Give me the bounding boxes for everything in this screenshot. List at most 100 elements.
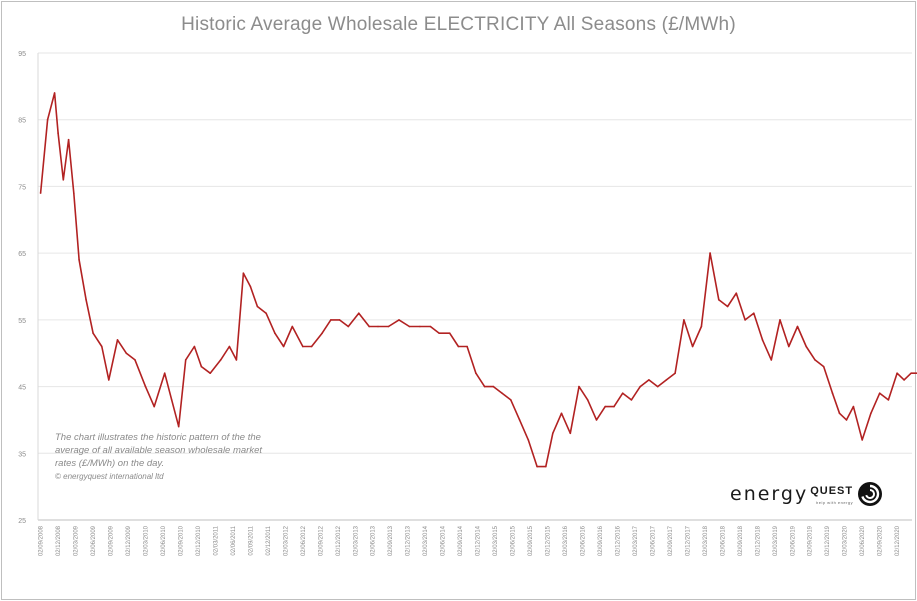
x-tick-label: 02/12/2020 bbox=[895, 525, 901, 556]
series-point bbox=[73, 192, 75, 194]
x-tick-label: 02/06/2009 bbox=[91, 525, 97, 556]
x-tick-label: 02/09/2014 bbox=[458, 525, 464, 556]
x-tick-label: 02/09/2019 bbox=[808, 525, 814, 556]
series-point bbox=[621, 392, 624, 395]
series-point bbox=[656, 385, 659, 388]
y-tick-label: 25 bbox=[18, 518, 26, 525]
y-tick-label: 55 bbox=[18, 318, 26, 325]
x-tick-label: 02/06/2020 bbox=[860, 525, 866, 556]
series-point bbox=[177, 425, 180, 428]
series-point bbox=[85, 299, 87, 301]
series-point bbox=[67, 138, 70, 141]
series-point bbox=[560, 412, 563, 415]
y-tick-label: 35 bbox=[18, 451, 26, 458]
series-point bbox=[347, 325, 350, 328]
x-tick-label: 02/03/2016 bbox=[563, 525, 569, 556]
x-tick-label: 02/12/2017 bbox=[685, 525, 691, 556]
series-point bbox=[53, 92, 56, 94]
x-tick-label: 02/03/2015 bbox=[493, 525, 499, 556]
series-point bbox=[788, 345, 790, 348]
series-point bbox=[39, 192, 42, 194]
series-point bbox=[552, 432, 554, 435]
y-tick-label: 75 bbox=[18, 184, 26, 191]
series-point bbox=[887, 399, 890, 401]
series-point bbox=[718, 299, 720, 301]
x-tick-label: 02/12/2019 bbox=[825, 525, 831, 556]
series-point bbox=[438, 332, 441, 335]
series-point bbox=[483, 385, 486, 388]
x-tick-label: 02/09/2020 bbox=[878, 525, 884, 556]
x-tick-label: 02/12/2016 bbox=[615, 525, 621, 556]
series-point bbox=[200, 365, 203, 368]
x-tick-label: 02/06/2014 bbox=[441, 525, 447, 556]
series-point bbox=[878, 392, 881, 395]
logo-word-quest: QUEST bbox=[810, 485, 854, 497]
series-point bbox=[761, 339, 764, 341]
x-tick-label: 02/06/2011 bbox=[231, 525, 237, 555]
series-point bbox=[321, 332, 323, 335]
series-point bbox=[358, 312, 360, 315]
series-point bbox=[744, 319, 746, 321]
series-point bbox=[709, 252, 711, 254]
series-point bbox=[518, 419, 521, 421]
x-tick-label: 02/09/2009 bbox=[109, 525, 115, 556]
series-point bbox=[852, 405, 855, 408]
series-point bbox=[475, 372, 477, 375]
series-point bbox=[604, 405, 606, 408]
series-point bbox=[163, 372, 166, 375]
series-point bbox=[838, 412, 841, 415]
grid-lines bbox=[38, 52, 912, 454]
series-point bbox=[779, 319, 781, 321]
series-point bbox=[870, 412, 872, 415]
x-tick-label: 02/06/2016 bbox=[581, 525, 587, 556]
series-point bbox=[448, 332, 451, 335]
series-point bbox=[429, 325, 432, 328]
logo-tagline: help with energy bbox=[816, 500, 854, 505]
annotation-text: The chart illustrates the historic patte… bbox=[55, 432, 263, 469]
x-tick-label: 02/03/2014 bbox=[423, 525, 429, 556]
series-point bbox=[274, 332, 276, 335]
series-point bbox=[302, 345, 304, 348]
x-tick-label: 02/12/2008 bbox=[56, 525, 62, 556]
series-point bbox=[630, 399, 633, 401]
series-point bbox=[368, 325, 371, 328]
x-tick-label: 02/09/2016 bbox=[598, 525, 604, 556]
series-point bbox=[665, 379, 668, 381]
x-tick-label: 02/09/2015 bbox=[528, 525, 534, 556]
series-point bbox=[387, 325, 390, 328]
series-point bbox=[536, 465, 538, 468]
x-tick-label: 02/06/2018 bbox=[720, 525, 726, 556]
series-point bbox=[822, 365, 825, 368]
series-point bbox=[770, 359, 773, 361]
series-point bbox=[219, 359, 222, 361]
x-tick-label: 02/03/2018 bbox=[703, 525, 709, 556]
x-tick-label: 02/09/2013 bbox=[388, 525, 394, 556]
series-point bbox=[235, 359, 238, 361]
x-tick-label: 02/09/2017 bbox=[668, 525, 674, 556]
series-point bbox=[861, 439, 863, 441]
series-point bbox=[691, 345, 694, 348]
x-tick-label: 02/12/2015 bbox=[546, 525, 552, 556]
series-point bbox=[735, 292, 738, 295]
x-tick-label: 02/12/2013 bbox=[406, 525, 412, 556]
series-point bbox=[108, 379, 110, 381]
series-point bbox=[831, 392, 834, 395]
x-tick-label: 02/12/2011 bbox=[266, 525, 272, 555]
x-tick-label: 02/06/2017 bbox=[650, 525, 656, 556]
series-point bbox=[501, 392, 503, 395]
x-tick-label: 02/09/2010 bbox=[178, 525, 184, 556]
x-tick-label: 02/06/2013 bbox=[371, 525, 377, 556]
series-point bbox=[683, 319, 685, 321]
y-tick-labels: 25 35 45 55 65 75 85 95 bbox=[18, 51, 26, 525]
series-point bbox=[648, 379, 650, 381]
x-tick-label: 02/12/2012 bbox=[336, 525, 342, 556]
x-tick-label: 02/06/2012 bbox=[301, 525, 307, 556]
series-point bbox=[209, 372, 211, 375]
x-tick-label: 02/03/2011 bbox=[213, 525, 219, 555]
series-point bbox=[291, 325, 294, 328]
series-point bbox=[256, 305, 259, 308]
series-point bbox=[796, 325, 799, 328]
series-point bbox=[57, 132, 59, 134]
x-tick-label: 02/03/2013 bbox=[353, 525, 359, 556]
series-point bbox=[46, 118, 49, 121]
